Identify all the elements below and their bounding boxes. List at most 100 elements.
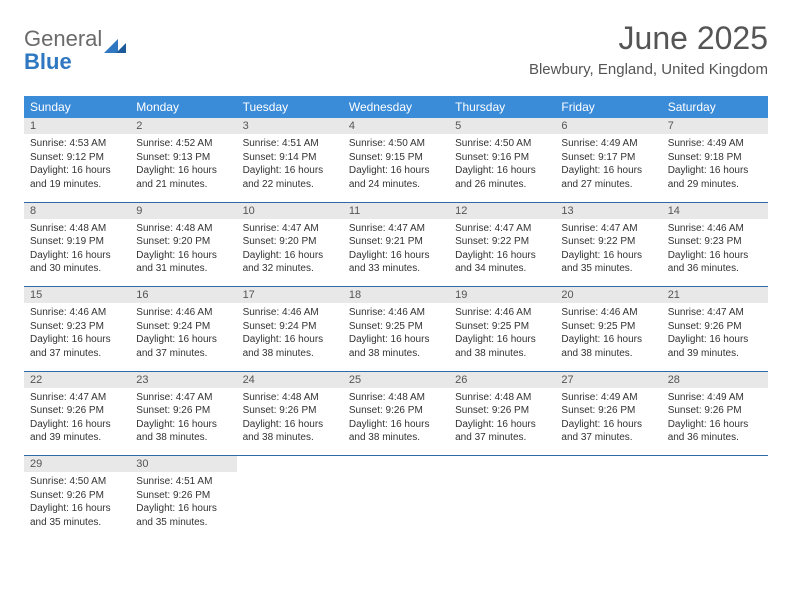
day-number: 9 [130,203,236,219]
day-body: Sunrise: 4:48 AMSunset: 9:26 PMDaylight:… [449,388,555,451]
day-header-row: SundayMondayTuesdayWednesdayThursdayFrid… [24,96,768,118]
day-number: 14 [662,203,768,219]
day-body: Sunrise: 4:46 AMSunset: 9:23 PMDaylight:… [662,219,768,282]
day-number: 18 [343,287,449,303]
calendar-week: 1Sunrise: 4:53 AMSunset: 9:12 PMDaylight… [24,118,768,202]
calendar-cell [449,456,555,540]
day-number: 26 [449,372,555,388]
day-body: Sunrise: 4:50 AMSunset: 9:15 PMDaylight:… [343,134,449,197]
day-number: 5 [449,118,555,134]
day-body: Sunrise: 4:49 AMSunset: 9:26 PMDaylight:… [555,388,661,451]
day-number: 2 [130,118,236,134]
day-number: 17 [237,287,343,303]
calendar-week: 22Sunrise: 4:47 AMSunset: 9:26 PMDayligh… [24,372,768,456]
calendar-cell: 19Sunrise: 4:46 AMSunset: 9:25 PMDayligh… [449,287,555,371]
day-number: 19 [449,287,555,303]
calendar-cell: 8Sunrise: 4:48 AMSunset: 9:19 PMDaylight… [24,203,130,287]
day-body: Sunrise: 4:46 AMSunset: 9:24 PMDaylight:… [237,303,343,366]
logo-general: General [24,26,102,51]
calendar-cell [555,456,661,540]
day-body: Sunrise: 4:49 AMSunset: 9:18 PMDaylight:… [662,134,768,197]
day-number: 1 [24,118,130,134]
calendar-cell: 2Sunrise: 4:52 AMSunset: 9:13 PMDaylight… [130,118,236,202]
calendar-cell: 11Sunrise: 4:47 AMSunset: 9:21 PMDayligh… [343,203,449,287]
day-body: Sunrise: 4:46 AMSunset: 9:25 PMDaylight:… [343,303,449,366]
calendar-cell: 5Sunrise: 4:50 AMSunset: 9:16 PMDaylight… [449,118,555,202]
day-header: Thursday [449,96,555,118]
logo-triangle-icon-2 [116,43,126,53]
calendar-cell [343,456,449,540]
day-number: 7 [662,118,768,134]
calendar-cell: 13Sunrise: 4:47 AMSunset: 9:22 PMDayligh… [555,203,661,287]
calendar-cell: 15Sunrise: 4:46 AMSunset: 9:23 PMDayligh… [24,287,130,371]
calendar-cell: 14Sunrise: 4:46 AMSunset: 9:23 PMDayligh… [662,203,768,287]
day-number: 10 [237,203,343,219]
calendar-cell: 10Sunrise: 4:47 AMSunset: 9:20 PMDayligh… [237,203,343,287]
location-text: Blewbury, England, United Kingdom [529,61,768,78]
calendar-cell: 30Sunrise: 4:51 AMSunset: 9:26 PMDayligh… [130,456,236,540]
calendar-cell: 28Sunrise: 4:49 AMSunset: 9:26 PMDayligh… [662,372,768,456]
day-number: 23 [130,372,236,388]
day-body: Sunrise: 4:53 AMSunset: 9:12 PMDaylight:… [24,134,130,197]
title-block: June 2025 Blewbury, England, United King… [529,20,768,78]
page-title: June 2025 [529,20,768,57]
calendar-week: 15Sunrise: 4:46 AMSunset: 9:23 PMDayligh… [24,287,768,371]
day-body: Sunrise: 4:49 AMSunset: 9:17 PMDaylight:… [555,134,661,197]
day-body: Sunrise: 4:51 AMSunset: 9:26 PMDaylight:… [130,472,236,535]
calendar-cell: 29Sunrise: 4:50 AMSunset: 9:26 PMDayligh… [24,456,130,540]
calendar-cell: 6Sunrise: 4:49 AMSunset: 9:17 PMDaylight… [555,118,661,202]
day-number: 28 [662,372,768,388]
day-number: 8 [24,203,130,219]
calendar-cell: 16Sunrise: 4:46 AMSunset: 9:24 PMDayligh… [130,287,236,371]
calendar-cell: 12Sunrise: 4:47 AMSunset: 9:22 PMDayligh… [449,203,555,287]
day-number: 16 [130,287,236,303]
day-body: Sunrise: 4:49 AMSunset: 9:26 PMDaylight:… [662,388,768,451]
day-number: 20 [555,287,661,303]
calendar-cell: 9Sunrise: 4:48 AMSunset: 9:20 PMDaylight… [130,203,236,287]
day-number: 12 [449,203,555,219]
day-number: 24 [237,372,343,388]
day-body: Sunrise: 4:47 AMSunset: 9:20 PMDaylight:… [237,219,343,282]
day-number: 11 [343,203,449,219]
calendar-cell: 21Sunrise: 4:47 AMSunset: 9:26 PMDayligh… [662,287,768,371]
calendar-cell: 3Sunrise: 4:51 AMSunset: 9:14 PMDaylight… [237,118,343,202]
day-body: Sunrise: 4:48 AMSunset: 9:19 PMDaylight:… [24,219,130,282]
day-number: 25 [343,372,449,388]
day-header: Monday [130,96,236,118]
day-number: 15 [24,287,130,303]
day-body: Sunrise: 4:46 AMSunset: 9:25 PMDaylight:… [555,303,661,366]
calendar-table: SundayMondayTuesdayWednesdayThursdayFrid… [24,96,768,540]
day-header: Sunday [24,96,130,118]
calendar-cell: 4Sunrise: 4:50 AMSunset: 9:15 PMDaylight… [343,118,449,202]
day-body: Sunrise: 4:46 AMSunset: 9:23 PMDaylight:… [24,303,130,366]
calendar-week: 29Sunrise: 4:50 AMSunset: 9:26 PMDayligh… [24,456,768,540]
calendar-cell: 27Sunrise: 4:49 AMSunset: 9:26 PMDayligh… [555,372,661,456]
day-body: Sunrise: 4:47 AMSunset: 9:26 PMDaylight:… [24,388,130,451]
day-body: Sunrise: 4:48 AMSunset: 9:26 PMDaylight:… [343,388,449,451]
day-body: Sunrise: 4:46 AMSunset: 9:25 PMDaylight:… [449,303,555,366]
calendar-cell: 20Sunrise: 4:46 AMSunset: 9:25 PMDayligh… [555,287,661,371]
day-number: 13 [555,203,661,219]
day-body: Sunrise: 4:50 AMSunset: 9:16 PMDaylight:… [449,134,555,197]
logo-blue: Blue [24,49,72,74]
calendar-cell: 22Sunrise: 4:47 AMSunset: 9:26 PMDayligh… [24,372,130,456]
calendar-cell [662,456,768,540]
day-body: Sunrise: 4:47 AMSunset: 9:22 PMDaylight:… [555,219,661,282]
day-header: Wednesday [343,96,449,118]
day-number: 4 [343,118,449,134]
calendar-cell: 24Sunrise: 4:48 AMSunset: 9:26 PMDayligh… [237,372,343,456]
calendar-cell: 25Sunrise: 4:48 AMSunset: 9:26 PMDayligh… [343,372,449,456]
logo: General Blue [24,28,126,74]
day-number: 27 [555,372,661,388]
day-header: Tuesday [237,96,343,118]
day-body: Sunrise: 4:47 AMSunset: 9:21 PMDaylight:… [343,219,449,282]
calendar-cell: 1Sunrise: 4:53 AMSunset: 9:12 PMDaylight… [24,118,130,202]
day-body: Sunrise: 4:51 AMSunset: 9:14 PMDaylight:… [237,134,343,197]
day-number: 22 [24,372,130,388]
calendar-cell: 18Sunrise: 4:46 AMSunset: 9:25 PMDayligh… [343,287,449,371]
day-header: Friday [555,96,661,118]
day-body: Sunrise: 4:47 AMSunset: 9:22 PMDaylight:… [449,219,555,282]
calendar-cell: 26Sunrise: 4:48 AMSunset: 9:26 PMDayligh… [449,372,555,456]
day-body: Sunrise: 4:46 AMSunset: 9:24 PMDaylight:… [130,303,236,366]
day-body: Sunrise: 4:52 AMSunset: 9:13 PMDaylight:… [130,134,236,197]
